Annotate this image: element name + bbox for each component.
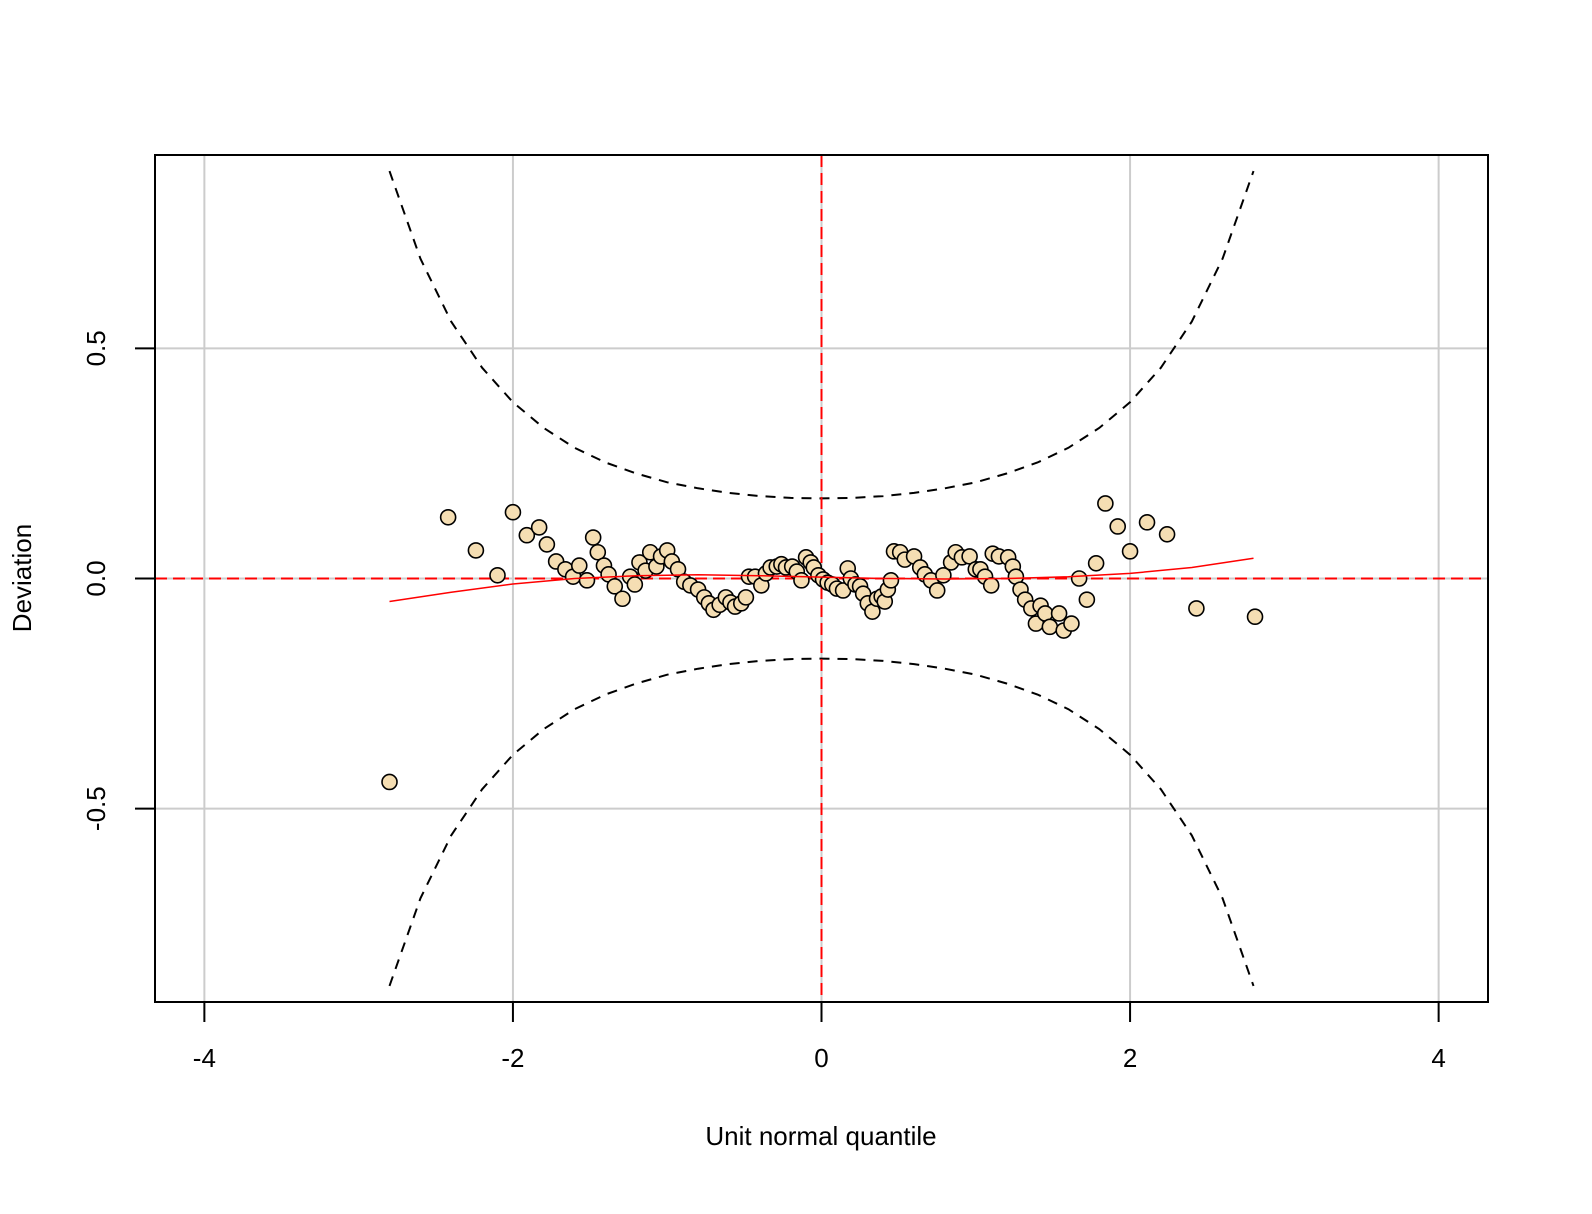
x-tick-label: 0 (814, 1043, 828, 1073)
data-point (578, 572, 596, 589)
x-axis-label: Unit normal quantile (705, 1121, 936, 1151)
data-point (589, 543, 607, 561)
data-point (1087, 555, 1105, 572)
y-tick-label: -0.5 (81, 786, 111, 831)
confidence-band (388, 657, 1255, 987)
data-point (1041, 618, 1059, 636)
data-point (530, 519, 548, 536)
fit-line (389, 557, 1254, 603)
data-point (504, 503, 522, 521)
data-point (1109, 518, 1127, 535)
data-point (489, 566, 506, 584)
plot-area (155, 155, 1488, 1002)
data-point (626, 576, 644, 593)
data-point (1138, 514, 1156, 531)
x-tick-label: -2 (501, 1043, 524, 1073)
x-tick-label: 2 (1123, 1043, 1137, 1073)
data-point (1188, 600, 1205, 617)
data-point (614, 590, 631, 608)
data-point (538, 536, 556, 553)
data-point (793, 572, 810, 589)
data-point (1097, 495, 1114, 512)
data-point (584, 529, 602, 546)
x-tick-label: -4 (193, 1043, 216, 1073)
data-point (1063, 615, 1080, 632)
data-point (467, 542, 485, 559)
data-point (982, 577, 1000, 594)
data-point (1050, 605, 1068, 622)
data-point (439, 508, 457, 526)
data-point (882, 572, 900, 589)
data-point (1246, 608, 1264, 626)
x-tick-label: 4 (1431, 1043, 1445, 1073)
data-point (606, 578, 624, 595)
y-tick-label: 0.0 (81, 560, 111, 596)
data-point (1158, 526, 1176, 543)
data-point (1078, 591, 1096, 608)
data-point (381, 773, 398, 791)
y-tick-label: 0.5 (81, 330, 111, 366)
data-point (570, 557, 588, 574)
data-point (928, 582, 946, 599)
data-point (518, 526, 536, 544)
y-axis-label: Deviation (7, 524, 37, 632)
axes: -4 -2 0 2 4 -0.5 0.0 0.5 (81, 330, 1446, 1073)
data-point (1121, 543, 1139, 560)
data-point (737, 589, 755, 606)
data-point (1070, 570, 1088, 587)
